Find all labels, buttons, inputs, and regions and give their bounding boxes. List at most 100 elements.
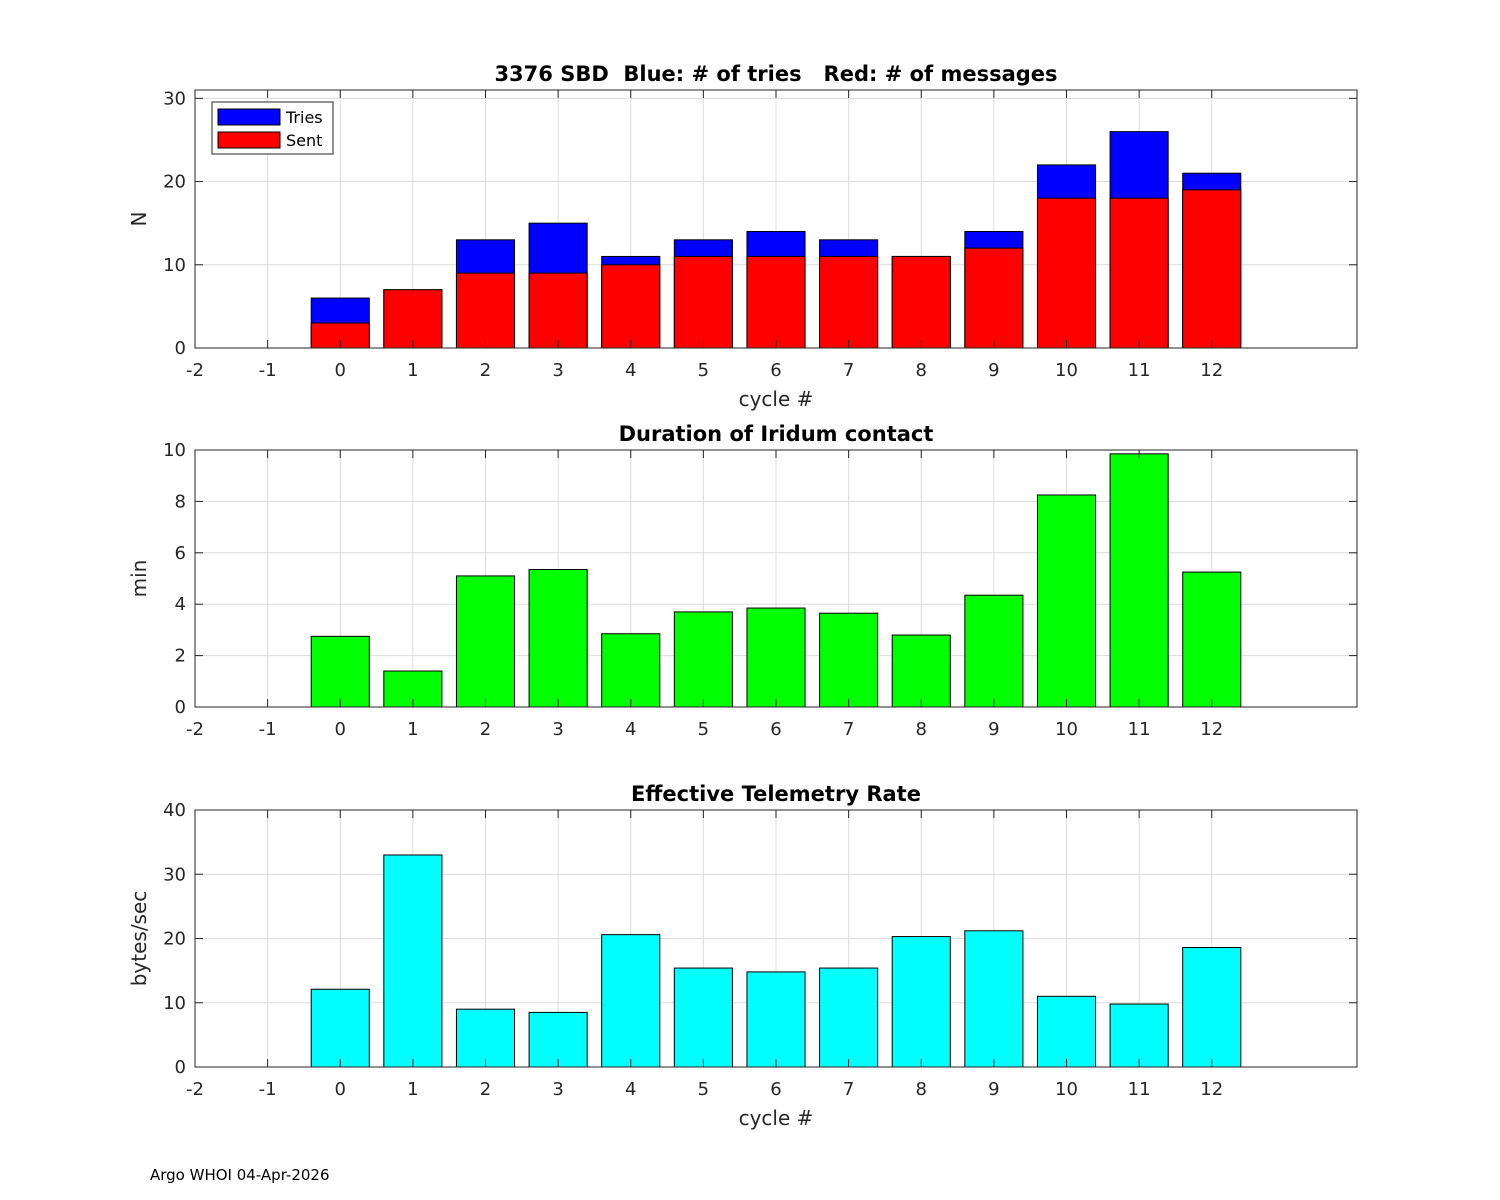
bar-sent-cycle-12 (1182, 189, 1242, 349)
x-tick-label: 2 (480, 360, 491, 381)
x-tick-label: 8 (916, 719, 927, 740)
y-tick-label: 10 (163, 255, 186, 276)
bar-sent-cycle-7 (819, 255, 879, 349)
bar-rate-cycle-6 (746, 971, 806, 1068)
x-tick-label: 1 (407, 1079, 418, 1100)
y-tick-label: 2 (175, 646, 186, 667)
x-tick-label: 7 (843, 719, 854, 740)
x-tick-label: 9 (988, 360, 999, 381)
x-tick-label: 7 (843, 1079, 854, 1100)
bar-duration-cycle-12 (1182, 571, 1242, 708)
chart-title: Effective Telemetry Rate (631, 782, 921, 806)
bar-sent-cycle-3 (528, 272, 588, 349)
bar-rate-cycle-10 (1036, 995, 1097, 1068)
bar-sent-cycle-10 (1036, 197, 1097, 349)
legend: Tries Sent (211, 101, 334, 155)
bar-rate-cycle-9 (964, 930, 1024, 1068)
y-tick-label: 4 (175, 594, 186, 615)
y-tick-label: 30 (163, 88, 186, 109)
x-tick-label: 6 (770, 1079, 781, 1100)
x-tick-label: 4 (625, 360, 636, 381)
y-tick-label: 20 (163, 172, 186, 193)
x-tick-label: 9 (988, 1079, 999, 1100)
x-tick-label: 12 (1200, 360, 1223, 381)
x-tick-label: 4 (625, 719, 636, 740)
bar-sent-cycle-2 (455, 272, 516, 349)
bar-rate-cycle-3 (528, 1011, 588, 1068)
x-tick-label: 3 (552, 719, 563, 740)
x-tick-label: 8 (916, 360, 927, 381)
x-tick-label: -2 (186, 1079, 204, 1100)
x-tick-label: 5 (698, 1079, 709, 1100)
x-tick-label: 4 (625, 1079, 636, 1100)
x-tick-label: 5 (698, 360, 709, 381)
chart-title: Duration of Iridum contact (619, 422, 934, 446)
x-tick-label: 10 (1055, 1079, 1078, 1100)
bar-duration-cycle-3 (528, 569, 588, 708)
y-tick-label: 0 (175, 1057, 186, 1078)
x-tick-label: -1 (259, 1079, 277, 1100)
y-tick-label: 0 (175, 697, 186, 718)
bar-duration-cycle-8 (891, 634, 951, 708)
x-tick-label: 7 (843, 360, 854, 381)
bar-sent-cycle-1 (383, 289, 443, 349)
bar-sent-cycle-8 (891, 255, 951, 349)
bar-duration-cycle-10 (1036, 494, 1097, 708)
bar-sent-cycle-4 (601, 264, 661, 349)
x-tick-label: -1 (259, 360, 277, 381)
bar-sent-cycle-6 (746, 255, 806, 349)
bar-duration-cycle-9 (964, 594, 1024, 708)
x-axis-label: cycle # (739, 387, 814, 411)
bar-duration-cycle-4 (601, 633, 661, 708)
bar-rate-cycle-8 (891, 936, 951, 1068)
bar-rate-cycle-5 (673, 967, 733, 1068)
x-tick-label: 0 (335, 1079, 346, 1100)
x-tick-label: 8 (916, 1079, 927, 1100)
bar-rate-cycle-4 (601, 934, 661, 1068)
x-tick-label: 2 (480, 719, 491, 740)
x-tick-label: 0 (335, 719, 346, 740)
y-tick-label: 8 (175, 491, 186, 512)
x-tick-label: 9 (988, 719, 999, 740)
x-axis-label: cycle # (739, 1106, 814, 1130)
y-tick-label: 10 (163, 440, 186, 461)
x-tick-label: 11 (1128, 360, 1151, 381)
x-tick-label: 12 (1200, 1079, 1223, 1100)
bar-duration-cycle-5 (673, 611, 733, 708)
bar-rate-cycle-7 (819, 967, 879, 1068)
y-tick-label: 40 (163, 800, 186, 821)
x-tick-label: 6 (770, 719, 781, 740)
x-tick-label: 6 (770, 360, 781, 381)
legend-swatch-tries (217, 108, 281, 126)
x-tick-label: 12 (1200, 719, 1223, 740)
x-tick-label: 10 (1055, 719, 1078, 740)
x-tick-label: -2 (186, 719, 204, 740)
x-tick-label: -2 (186, 360, 204, 381)
bar-rate-cycle-11 (1109, 1003, 1169, 1068)
x-tick-label: 11 (1128, 1079, 1151, 1100)
legend-label-sent: Sent (286, 131, 322, 150)
footer-label: Argo WHOI 04-Apr-2026 (150, 1166, 330, 1184)
y-axis-label: bytes/sec (127, 891, 151, 987)
legend-label-tries: Tries (285, 108, 323, 127)
bar-duration-cycle-0 (310, 635, 370, 708)
bar-duration-cycle-6 (746, 607, 806, 708)
bar-rate-cycle-12 (1182, 946, 1242, 1068)
x-tick-label: -1 (259, 719, 277, 740)
x-tick-label: 3 (552, 1079, 563, 1100)
y-axis-label: N (127, 212, 151, 227)
bar-duration-cycle-11 (1109, 453, 1169, 708)
bar-rate-cycle-0 (310, 988, 370, 1068)
x-tick-label: 5 (698, 719, 709, 740)
x-tick-label: 2 (480, 1079, 491, 1100)
bar-sent-cycle-5 (673, 255, 733, 349)
bar-sent-cycle-11 (1109, 197, 1169, 349)
x-tick-label: 10 (1055, 360, 1078, 381)
bar-rate-cycle-2 (455, 1008, 516, 1068)
x-tick-label: 1 (407, 719, 418, 740)
y-tick-label: 6 (175, 543, 186, 564)
